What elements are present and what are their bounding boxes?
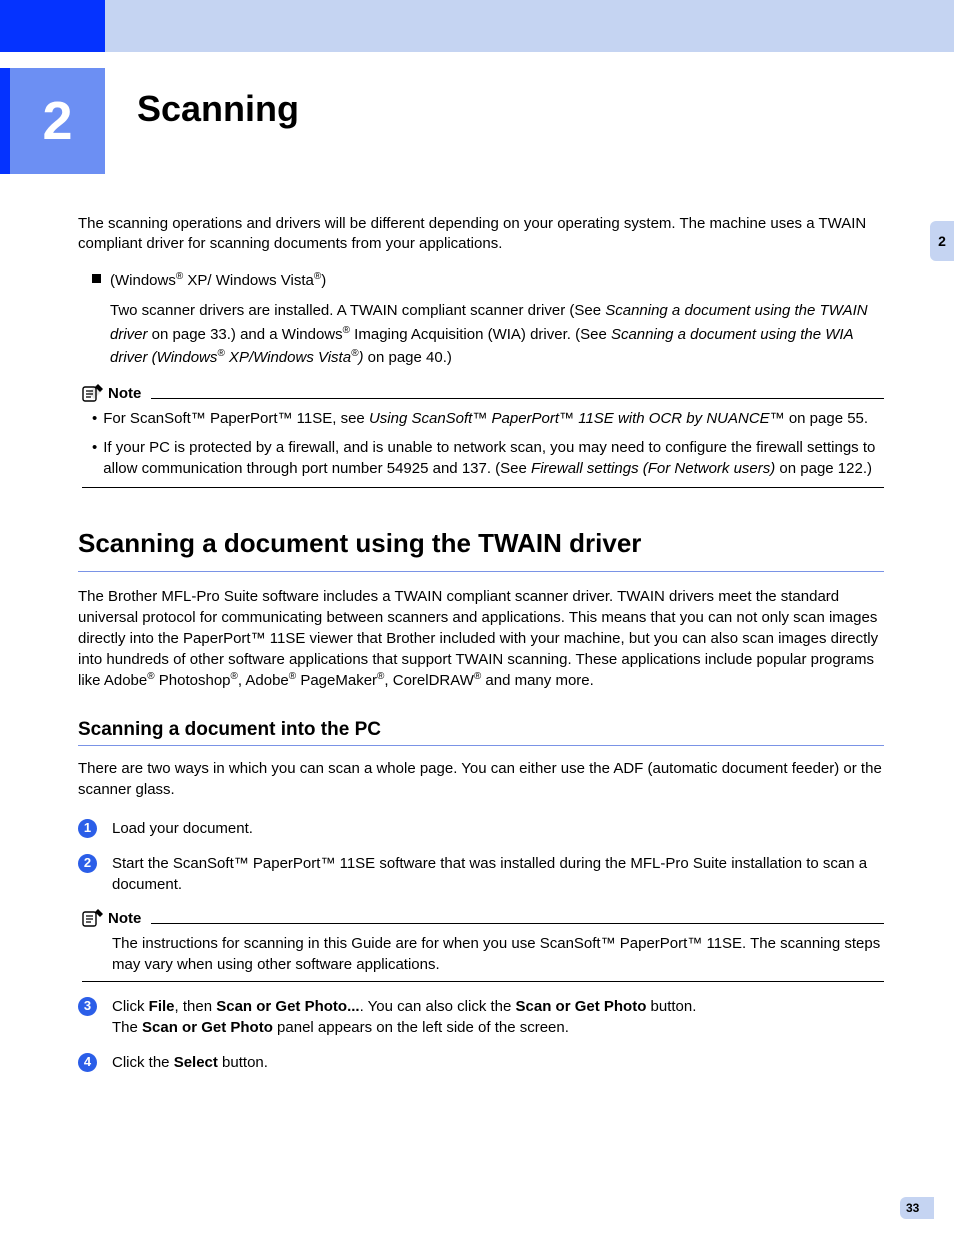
chapter-blue-strip	[0, 68, 10, 174]
note-rule	[151, 398, 884, 399]
os-bullet-row: (Windows® XP/ Windows Vista®) Two scanne…	[78, 269, 884, 370]
os-mid: XP/ Windows Vista	[183, 272, 314, 289]
note-close-rule	[82, 487, 884, 488]
note-item: • If your PC is protected by a firewall,…	[78, 437, 884, 479]
chapter-title: Scanning	[137, 88, 299, 130]
step-text: Load your document.	[112, 818, 884, 839]
os-bullet-text: (Windows® XP/ Windows Vista®) Two scanne…	[110, 269, 884, 370]
step-1: 1 Load your document.	[78, 818, 884, 839]
os-para-4: on page 40.)	[363, 349, 451, 366]
button-scan-get-photo: Scan or Get Photo	[516, 998, 647, 1015]
note-text-tail: on page 55.	[785, 410, 868, 427]
menu-scan-get-photo: Scan or Get Photo...	[216, 998, 359, 1015]
note-label: Note	[108, 385, 141, 402]
header-bar	[0, 0, 954, 52]
os-para-1: Two scanner drivers are installed. A TWA…	[110, 302, 605, 319]
section-heading-twain: Scanning a document using the TWAIN driv…	[78, 528, 884, 559]
step-3: 3 Click File, then Scan or Get Photo....…	[78, 996, 884, 1038]
step-2: 2 Start the ScanSoft™ PaperPort™ 11SE so…	[78, 853, 884, 895]
os-prefix: (Windows	[110, 272, 176, 289]
note-block-2: Note The instructions for scanning in th…	[78, 909, 884, 982]
bullet-dot-icon: •	[92, 437, 97, 479]
note-inner-text: The instructions for scanning in this Gu…	[78, 933, 884, 975]
note-link[interactable]: Firewall settings (For Network users)	[531, 460, 775, 477]
step-4: 4 Click the Select button.	[78, 1052, 884, 1073]
intro-paragraph: The scanning operations and drivers will…	[78, 214, 884, 255]
header-blue-segment	[0, 0, 105, 52]
note-header: Note	[78, 909, 884, 927]
subsection-heading-pc: Scanning a document into the PC	[78, 719, 884, 741]
header-light-segment	[105, 0, 954, 52]
side-tab: 2	[930, 221, 954, 261]
note-label: Note	[108, 910, 141, 927]
reg-mark-icon: ®	[343, 325, 350, 336]
step-number-icon: 4	[78, 1053, 97, 1072]
note-rule	[151, 923, 884, 924]
square-bullet-icon	[92, 274, 101, 283]
heading-rule	[78, 571, 884, 572]
step-number-icon: 2	[78, 854, 97, 873]
step-number-icon: 1	[78, 819, 97, 838]
note-pencil-icon	[82, 384, 104, 402]
subheading-rule	[78, 745, 884, 746]
button-select: Select	[174, 1054, 218, 1071]
note-text: For ScanSoft™ PaperPort™ 11SE, see	[103, 410, 369, 427]
step-text: Click the Select button.	[112, 1052, 884, 1073]
bullet-dot-icon: •	[92, 408, 97, 429]
twain-paragraph: The Brother MFL-Pro Suite software inclu…	[78, 586, 884, 691]
note-close-rule	[82, 981, 884, 982]
note-block-1: Note • For ScanSoft™ PaperPort™ 11SE, se…	[78, 384, 884, 488]
page-content: The scanning operations and drivers will…	[0, 174, 954, 1073]
os-detail-para: Two scanner drivers are installed. A TWA…	[110, 300, 884, 370]
os-para-2: on page 33.) and a Windows	[148, 326, 343, 343]
note-header: Note	[78, 384, 884, 402]
pc-intro-paragraph: There are two ways in which you can scan…	[78, 758, 884, 800]
os-para-3: Imaging Acquisition (WIA) driver. (See	[350, 326, 611, 343]
os-suffix: )	[321, 272, 326, 289]
step-number-icon: 3	[78, 997, 97, 1016]
chapter-number-box: 2	[10, 68, 105, 174]
step-text: Start the ScanSoft™ PaperPort™ 11SE soft…	[112, 853, 884, 895]
note-text-tail: on page 122.)	[775, 460, 872, 477]
page-number: 33	[900, 1197, 934, 1219]
note-link[interactable]: Using ScanSoft™ PaperPort™ 11SE with OCR…	[369, 410, 785, 427]
step-text: Click File, then Scan or Get Photo.... Y…	[112, 996, 884, 1038]
panel-scan-get-photo: Scan or Get Photo	[142, 1019, 273, 1036]
note-pencil-icon	[82, 909, 104, 927]
menu-file: File	[149, 998, 175, 1015]
chapter-header: 2 Scanning	[0, 68, 954, 174]
note-item: • For ScanSoft™ PaperPort™ 11SE, see Usi…	[78, 408, 884, 429]
